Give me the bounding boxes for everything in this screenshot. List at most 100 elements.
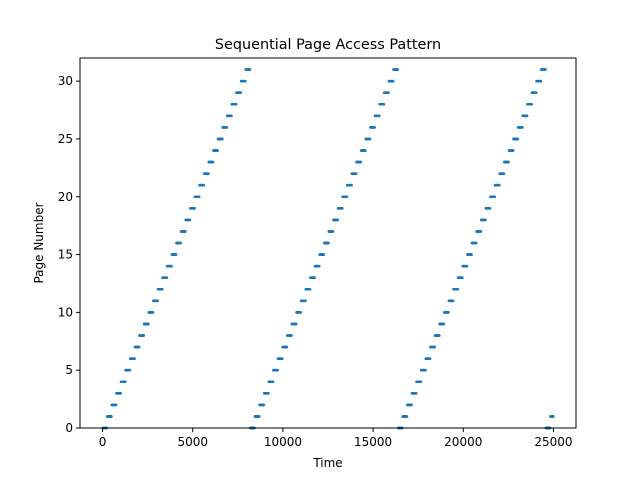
y-tick-label: 5 — [65, 363, 73, 377]
data-point — [451, 299, 455, 303]
data-point — [197, 195, 201, 199]
data-point — [516, 137, 520, 141]
data-point — [479, 230, 483, 233]
data-point — [128, 368, 132, 372]
data-point — [271, 380, 275, 384]
data-point — [165, 276, 169, 279]
data-point — [354, 172, 358, 175]
data-point — [142, 334, 146, 337]
data-point — [350, 183, 353, 187]
data-point — [539, 79, 543, 83]
data-point — [281, 357, 284, 360]
data-point — [179, 241, 183, 245]
data-points — [101, 68, 555, 430]
data-point — [461, 276, 464, 279]
data-point — [396, 68, 400, 71]
data-point — [341, 207, 344, 210]
data-point — [424, 368, 427, 372]
data-point — [239, 91, 243, 94]
data-point — [207, 172, 210, 175]
data-point — [308, 287, 312, 291]
data-point — [507, 160, 510, 164]
data-point — [530, 102, 533, 106]
data-point — [410, 403, 413, 407]
data-point — [156, 299, 159, 303]
data-point — [267, 392, 270, 395]
data-point — [114, 403, 118, 407]
y-tick-label: 15 — [58, 248, 73, 262]
data-point — [137, 345, 141, 349]
data-point — [502, 172, 506, 175]
data-point — [364, 149, 367, 152]
data-point — [433, 345, 437, 349]
x-tick-label: 20000 — [444, 435, 482, 449]
data-point — [474, 241, 478, 245]
data-point — [110, 415, 113, 418]
data-point — [498, 183, 501, 187]
data-point — [544, 68, 547, 71]
chart-title: Sequential Page Access Pattern — [215, 37, 441, 53]
data-point — [552, 415, 555, 418]
y-tick-label: 30 — [58, 74, 73, 88]
data-point — [147, 322, 150, 326]
data-point — [456, 287, 460, 291]
y-tick-label: 10 — [58, 305, 73, 319]
data-point — [216, 149, 219, 152]
y-tick-label: 0 — [65, 421, 73, 435]
data-point — [221, 137, 224, 141]
y-axis-ticks: 0 5 10 15 20 25 30 — [58, 74, 80, 435]
data-point — [211, 160, 215, 164]
data-point — [188, 218, 192, 222]
data-point — [202, 183, 206, 187]
x-tick-label: 5000 — [177, 435, 208, 449]
x-tick-label: 25000 — [534, 435, 572, 449]
data-point — [225, 126, 229, 129]
data-point — [525, 114, 529, 118]
data-point — [124, 380, 127, 384]
data-point — [488, 207, 492, 210]
y-tick-label: 20 — [58, 190, 73, 204]
data-point — [193, 207, 196, 210]
data-point — [327, 241, 330, 245]
data-point — [419, 380, 423, 384]
data-point — [160, 287, 164, 291]
data-point — [304, 299, 307, 303]
data-point — [447, 311, 450, 314]
data-point — [465, 264, 469, 268]
data-point — [299, 311, 303, 314]
data-point — [276, 368, 280, 372]
data-point — [133, 357, 136, 360]
x-tick-label: 0 — [99, 435, 107, 449]
data-point — [405, 415, 409, 418]
data-point — [170, 264, 173, 268]
plot-frame — [79, 57, 577, 429]
data-point — [290, 334, 293, 337]
data-point — [428, 357, 432, 360]
data-point — [387, 91, 390, 94]
x-axis-ticks: 0 5000 10000 15000 20000 25000 — [99, 428, 573, 449]
data-point — [521, 126, 524, 129]
data-point — [244, 79, 247, 83]
data-point — [257, 415, 261, 418]
y-axis-label: Page Number — [32, 202, 46, 283]
data-point — [184, 230, 187, 233]
data-point — [313, 276, 316, 279]
data-point — [438, 334, 441, 337]
x-tick-label: 10000 — [264, 435, 302, 449]
data-point — [359, 160, 363, 164]
data-point — [484, 218, 487, 222]
data-point — [382, 102, 386, 106]
data-point — [331, 230, 335, 233]
data-point — [414, 392, 418, 395]
data-point — [248, 68, 252, 71]
data-point — [534, 91, 538, 94]
data-point — [234, 102, 238, 106]
data-point — [230, 114, 233, 118]
x-axis-label: Time — [312, 456, 342, 470]
y-tick-label: 25 — [58, 132, 73, 146]
data-point — [345, 195, 349, 199]
data-point — [336, 218, 340, 222]
data-point — [442, 322, 446, 326]
